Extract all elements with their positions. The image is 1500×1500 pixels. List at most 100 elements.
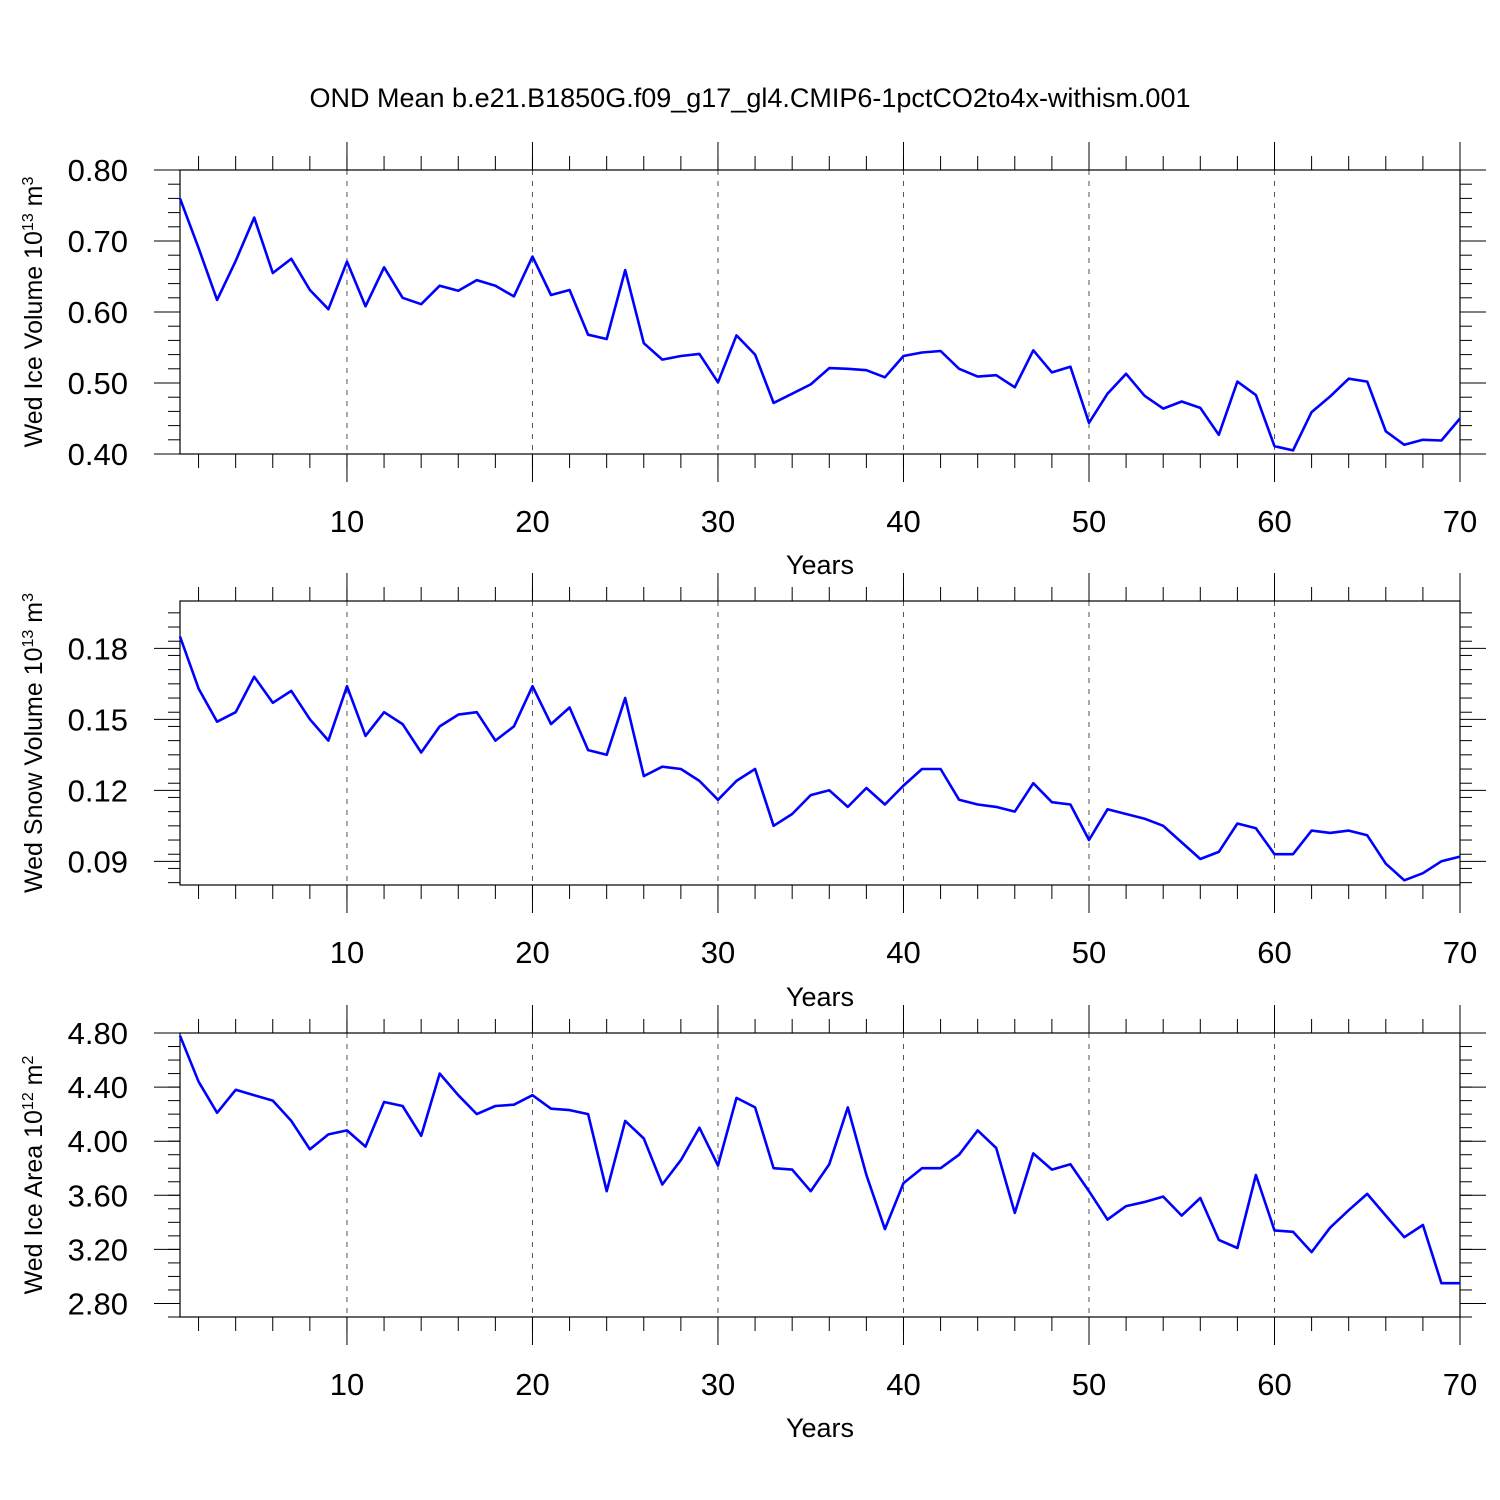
data-point	[884, 803, 887, 806]
y-axis-title: Wed Ice Area 1012 m2	[20, 1055, 48, 1294]
data-point	[698, 780, 701, 783]
y-axis-title-text: Wed Snow Volume 10	[20, 647, 48, 893]
data-point	[995, 806, 998, 809]
y-axis-title-text: Wed Ice Volume 10	[20, 231, 48, 447]
data-point	[1125, 813, 1128, 816]
x-tick-label: 30	[701, 935, 735, 970]
data-point	[1106, 808, 1109, 811]
data-point	[1366, 1193, 1369, 1196]
data-point	[1218, 434, 1221, 437]
data-point	[884, 376, 887, 379]
data-point	[1051, 371, 1054, 374]
x-axis-title: Years	[786, 982, 854, 1012]
data-point	[271, 272, 274, 275]
data-point	[661, 1183, 664, 1186]
data-point	[327, 308, 330, 311]
data-point	[680, 768, 683, 771]
data-point	[661, 358, 664, 361]
y-axis-title-superscript: 13	[20, 213, 37, 231]
data-point	[290, 257, 293, 260]
data-point	[1180, 1214, 1183, 1217]
data-point	[234, 1089, 237, 1092]
data-point	[290, 690, 293, 693]
x-tick-label: 30	[701, 1367, 735, 1402]
data-point	[364, 735, 367, 738]
data-point	[179, 635, 182, 638]
data-point	[772, 825, 775, 828]
x-tick-label: 20	[515, 935, 549, 970]
y-tick-label: 0.18	[68, 631, 128, 666]
data-point	[1199, 858, 1202, 861]
data-point	[327, 739, 330, 742]
data-point	[271, 1099, 274, 1102]
data-point	[1459, 1282, 1462, 1285]
data-point	[383, 711, 386, 714]
data-point	[605, 754, 608, 757]
data-point	[197, 1080, 200, 1083]
data-point	[1069, 365, 1072, 368]
data-point	[680, 355, 683, 358]
data-point	[197, 687, 200, 690]
data-point	[1032, 1152, 1035, 1155]
data-point	[364, 305, 367, 308]
data-point	[1329, 395, 1332, 398]
data-point	[1162, 407, 1165, 410]
data-point	[1292, 1231, 1295, 1234]
data-point	[253, 1094, 256, 1097]
data-point	[605, 338, 608, 341]
data-point	[550, 723, 553, 726]
data-point	[976, 375, 979, 378]
data-point	[550, 294, 553, 297]
y-tick-label: 3.60	[68, 1178, 128, 1213]
data-point	[1013, 1212, 1016, 1215]
data-point	[1180, 400, 1183, 403]
data-point	[624, 269, 627, 272]
data-point	[1459, 855, 1462, 858]
data-point	[809, 383, 812, 386]
data-point	[476, 279, 479, 282]
data-point	[550, 1107, 553, 1110]
x-tick-label: 20	[515, 504, 549, 539]
data-point	[772, 1167, 775, 1170]
data-point	[1013, 386, 1016, 389]
data-point	[976, 1129, 979, 1132]
data-point	[1459, 417, 1462, 420]
data-point	[216, 1111, 219, 1114]
data-point	[1069, 803, 1072, 806]
data-point	[1143, 1201, 1146, 1204]
data-point	[976, 803, 979, 806]
data-point	[383, 266, 386, 269]
data-point	[364, 1145, 367, 1148]
data-point	[1366, 380, 1369, 383]
data-point	[847, 368, 850, 371]
data-point	[383, 1101, 386, 1104]
y-tick-label: 0.40	[68, 437, 128, 472]
data-point	[735, 334, 738, 337]
data-point	[568, 289, 571, 292]
data-point	[1422, 439, 1425, 442]
data-point	[809, 1190, 812, 1193]
y-tick-label: 0.70	[68, 224, 128, 259]
chart-panel-3: 2.80 3.20 3.60 4.00 4.40 4.80 10 20 30 40 50 60 70 Ye…	[20, 1005, 1486, 1443]
data-point	[939, 350, 942, 353]
data-point	[1051, 801, 1054, 804]
plot-frame	[179, 1032, 1461, 1318]
data-point	[253, 675, 256, 678]
data-point	[1310, 829, 1313, 832]
y-axis-title-text: m	[20, 1064, 48, 1092]
data-point	[1366, 834, 1369, 837]
data-point	[624, 697, 627, 700]
y-tick-label: 4.40	[68, 1070, 128, 1105]
x-tick-label: 70	[1443, 935, 1477, 970]
data-series-line	[178, 197, 1461, 452]
data-point	[420, 751, 423, 754]
data-point	[438, 725, 441, 728]
data-point	[1347, 829, 1350, 832]
data-point	[847, 806, 850, 809]
data-point	[327, 1133, 330, 1136]
x-tick-label: 70	[1443, 504, 1477, 539]
y-tick-label: 0.60	[68, 295, 128, 330]
data-point	[1440, 860, 1443, 863]
data-point	[921, 768, 924, 771]
